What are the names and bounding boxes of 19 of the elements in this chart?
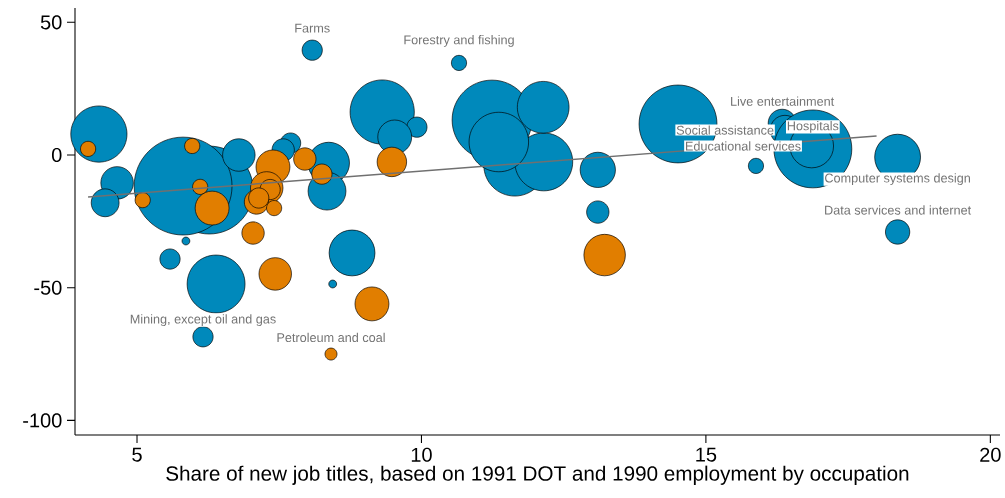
x-tick-label: 5 (132, 447, 142, 462)
annotation: Computer systems design (825, 173, 970, 186)
annotation: Social assistance (676, 125, 774, 135)
annotation: Forestry and fishing (404, 35, 514, 47)
x-tick-label: 15 (696, 447, 717, 462)
y-tick-label: -100 (23, 413, 62, 428)
y-tick-label: 50 (40, 15, 62, 30)
annotation: Farms (295, 23, 330, 33)
annotation: Mining, except oil and gas (130, 314, 276, 327)
annotation: Petroleum and coal (277, 332, 385, 343)
x-tick-label: 10 (411, 447, 432, 462)
annotation: Data services and internet (825, 205, 972, 215)
y-tick-label: 0 (51, 147, 62, 163)
annotation: Live entertainment (731, 96, 835, 106)
y-tick-label: -50 (34, 280, 62, 295)
annotation: Educational services (686, 141, 801, 151)
x-tick-label: 20 (980, 447, 1001, 462)
x-axis-title: Share of new job titles, based on 1991 DOT and 1990 employment by occupation (166, 465, 909, 485)
annotation: Hospitals (787, 121, 839, 133)
